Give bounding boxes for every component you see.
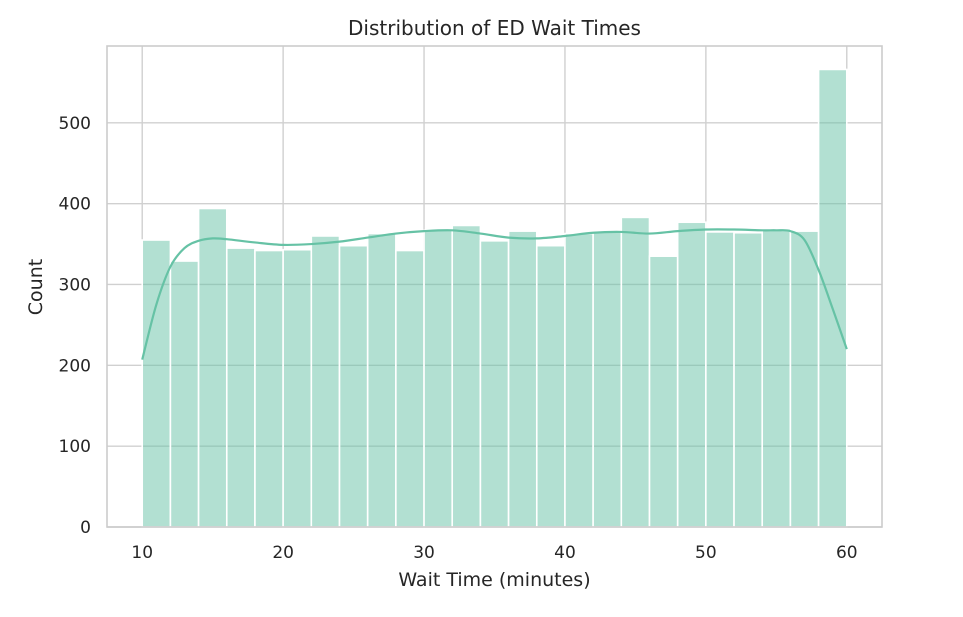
y-tick-label: 0 (80, 518, 91, 538)
histogram-bar (535, 244, 566, 528)
histogram-bar (366, 232, 397, 528)
histogram-bar (141, 239, 172, 528)
histogram-bar (648, 255, 679, 528)
histogram-bar (254, 249, 284, 528)
y-tick-label: 200 (59, 356, 91, 376)
histogram-bar (225, 247, 256, 528)
histogram-bar (789, 230, 820, 528)
x-axis-label: Wait Time (minutes) (398, 569, 590, 591)
histogram-bar (705, 231, 735, 528)
histogram-bar (620, 216, 651, 528)
histogram-bar (676, 221, 707, 528)
histogram-bar (817, 68, 848, 528)
histogram-bars (141, 68, 848, 528)
x-tick-label: 40 (554, 543, 576, 563)
histogram-bar (479, 240, 510, 528)
histogram-bar (282, 248, 313, 528)
histogram-bar (761, 227, 792, 528)
histogram-bar (395, 249, 425, 528)
histogram-bar (338, 244, 369, 528)
histogram-bar (197, 207, 228, 528)
histogram-bar (310, 235, 341, 528)
x-tick-label: 10 (131, 543, 153, 563)
histogram-bar (733, 231, 764, 528)
y-axis-label: Count (25, 259, 47, 315)
y-tick-label: 500 (59, 114, 91, 134)
y-tick-label: 400 (59, 195, 91, 215)
y-tick-labels: 0 100 200 300 400 500 (59, 114, 91, 538)
x-tick-label: 50 (695, 543, 717, 563)
x-tick-label: 60 (836, 543, 858, 563)
histogram-bar (451, 224, 482, 528)
plot-frame (106, 45, 883, 528)
histogram-bar (507, 230, 538, 528)
histogram-bar (564, 232, 594, 528)
x-tick-label: 30 (413, 543, 435, 563)
histogram-bar (169, 260, 200, 528)
y-tick-label: 100 (59, 437, 91, 457)
chart-title: Distribution of ED Wait Times (348, 16, 641, 40)
x-tick-label: 20 (272, 543, 294, 563)
histogram-bar (423, 229, 454, 528)
kde-curve (141, 228, 848, 360)
x-tick-labels: 10 20 30 40 50 60 (131, 543, 857, 563)
histogram-bar (592, 230, 623, 528)
y-tick-label: 300 (59, 275, 91, 295)
